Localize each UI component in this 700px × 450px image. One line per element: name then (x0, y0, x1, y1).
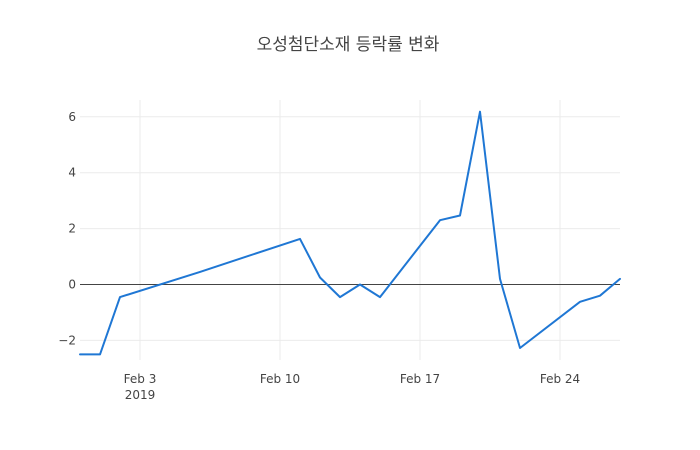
grid-layer (80, 100, 620, 360)
x-tick-label: Feb 3 (124, 372, 157, 386)
y-tick-label: 6 (68, 110, 76, 124)
series-line (79, 110, 621, 356)
y-tick-label: −2 (58, 333, 76, 347)
y-tick-label: 0 (68, 278, 76, 292)
chart-title: 오성첨단소재 등락률 변화 (257, 35, 440, 55)
y-tick-label: 4 (68, 166, 76, 180)
y-tick-label: 2 (68, 222, 76, 236)
x-axis-year-label: 2019 (125, 388, 156, 402)
x-tick-label: Feb 10 (260, 372, 300, 386)
series-layer (79, 110, 621, 356)
axis-layer: Feb 3 Feb 10 Feb 17 Feb 24 −2 0 2 4 6 (58, 110, 620, 386)
x-tick-label: Feb 24 (540, 372, 580, 386)
x-tick-label: Feb 17 (400, 372, 440, 386)
